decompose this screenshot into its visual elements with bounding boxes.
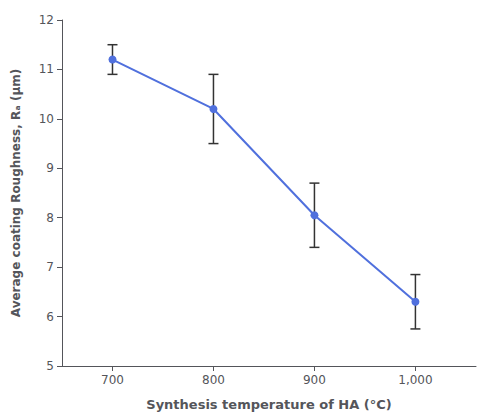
svg-text:1,000: 1,000 bbox=[398, 373, 432, 387]
svg-text:6: 6 bbox=[46, 310, 54, 324]
svg-text:8: 8 bbox=[46, 211, 54, 225]
svg-text:11: 11 bbox=[39, 62, 54, 76]
svg-text:7: 7 bbox=[46, 260, 54, 274]
svg-text:Synthesis temperature of HA (°: Synthesis temperature of HA (°C) bbox=[146, 397, 391, 412]
svg-text:900: 900 bbox=[303, 373, 326, 387]
svg-text:5: 5 bbox=[46, 359, 54, 373]
svg-text:10: 10 bbox=[39, 112, 54, 126]
svg-text:9: 9 bbox=[46, 161, 54, 175]
svg-text:12: 12 bbox=[39, 13, 54, 27]
svg-text:Average coating Roughness, Rₐ: Average coating Roughness, Rₐ (µm) bbox=[9, 69, 23, 317]
svg-text:700: 700 bbox=[101, 373, 124, 387]
svg-text:800: 800 bbox=[202, 373, 225, 387]
